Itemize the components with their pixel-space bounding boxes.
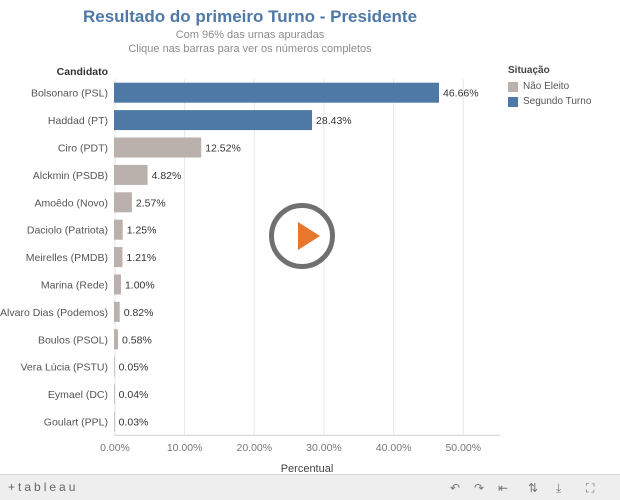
legend-label: Não Eleito — [523, 81, 570, 92]
value-label: 4.82% — [152, 170, 182, 182]
value-label: 0.58% — [122, 334, 152, 346]
bar-chart: 0.00% 10.00% 20.00% 30.00% 40.00% 50.00% Candi… — [0, 66, 500, 474]
bar[interactable] — [114, 301, 120, 322]
category-label: Meirelles (PMDB) — [26, 252, 108, 264]
category-label: Marina (Rede) — [41, 280, 108, 292]
legend-label: Segundo Turno — [523, 96, 592, 107]
bar[interactable] — [114, 219, 123, 240]
category-label: Daciolo (Patriota) — [27, 225, 108, 237]
x-tick-label: 10.00% — [167, 442, 203, 454]
chart-subtitle: Com 96% das urnas apuradas — [175, 29, 325, 41]
download-icon[interactable]: ⤓ — [556, 481, 562, 495]
x-axis-label: Percentual — [281, 463, 334, 474]
legend-title: Situação — [508, 65, 550, 76]
category-label: Haddad (PT) — [48, 115, 108, 127]
value-label: 2.57% — [136, 197, 166, 209]
bar[interactable] — [114, 82, 439, 103]
x-tick-label: 20.00% — [236, 442, 272, 454]
legend-swatch — [508, 96, 518, 107]
category-label: Amoêdo (Novo) — [34, 197, 108, 209]
undo-icon[interactable]: ↶ — [450, 481, 461, 495]
chart-instructions: Clique nas barras para ver os números co… — [128, 43, 372, 55]
share-icon[interactable]: ⇅ — [528, 481, 539, 495]
category-label: Goulart (PPL) — [44, 417, 108, 429]
play-button[interactable] — [269, 203, 335, 269]
redo-icon[interactable]: ↷ — [474, 481, 485, 495]
value-label: 0.04% — [119, 389, 149, 401]
bar[interactable] — [114, 192, 132, 213]
legend-item-segundo-turno[interactable]: Segundo Turno — [508, 94, 591, 109]
tableau-logo[interactable]: +tableau — [8, 480, 79, 494]
category-label: Ciro (PDT) — [58, 143, 108, 155]
bar[interactable] — [114, 110, 313, 131]
category-label: Bolsonaro (PSL) — [31, 88, 108, 100]
bar[interactable] — [114, 384, 115, 405]
play-icon — [298, 222, 320, 250]
category-label: Eymael (DC) — [48, 389, 108, 401]
x-tick-label: 0.00% — [100, 442, 130, 454]
category-label: Vera Lúcia (PSTU) — [20, 362, 108, 374]
bar[interactable] — [114, 411, 115, 432]
value-label: 1.00% — [125, 280, 155, 292]
value-label: 0.05% — [119, 362, 149, 374]
row-header: Candidato — [57, 66, 108, 78]
legend-swatch — [508, 81, 518, 92]
value-label: 1.25% — [127, 225, 157, 237]
legend-item-nao-eleito[interactable]: Não Eleito — [508, 79, 591, 94]
value-label: 46.66% — [443, 88, 479, 100]
category-label: Boulos (PSOL) — [38, 334, 108, 346]
value-label: 1.21% — [126, 252, 156, 264]
legend: Situação Não Eleito Segundo Turno — [508, 65, 591, 109]
bar[interactable] — [114, 329, 119, 350]
value-label: 0.03% — [119, 417, 149, 429]
x-tick-label: 50.00% — [445, 442, 481, 454]
revert-icon[interactable]: ⇤ — [498, 481, 509, 495]
category-label: Alckmin (PSDB) — [33, 170, 108, 182]
chart-title: Resultado do primeiro Turno - Presidente — [82, 7, 418, 26]
fullscreen-icon[interactable]: ⛶ — [586, 481, 595, 495]
bar[interactable] — [114, 356, 115, 377]
value-label: 28.43% — [316, 115, 352, 127]
value-label: 12.52% — [205, 143, 241, 155]
bar[interactable] — [114, 137, 202, 158]
x-tick-label: 30.00% — [306, 442, 342, 454]
tableau-footer: +tableau ↶ ↷ ⇤ ⇅ ⤓ ⛶ — [0, 474, 620, 500]
bar[interactable] — [114, 164, 148, 185]
category-label: Alvaro Dias (Podemos) — [0, 307, 108, 319]
value-label: 0.82% — [124, 307, 154, 319]
x-tick-label: 40.00% — [376, 442, 412, 454]
bar[interactable] — [114, 274, 121, 295]
bar[interactable] — [114, 247, 123, 268]
